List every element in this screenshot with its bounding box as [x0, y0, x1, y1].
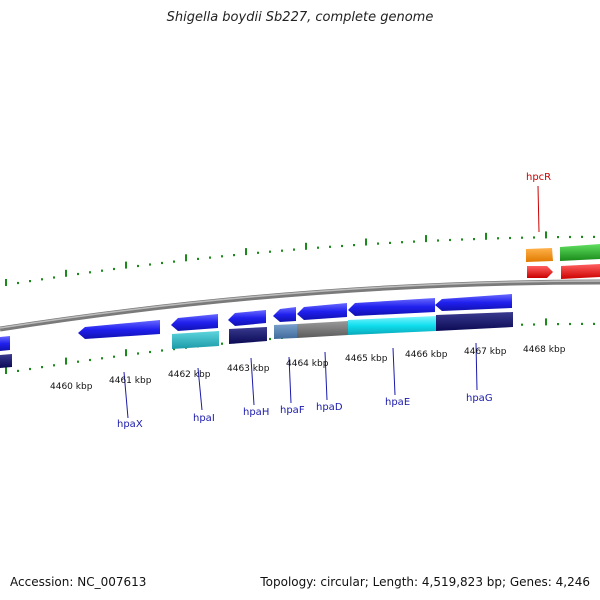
gene-right-red-feature[interactable] — [561, 264, 600, 279]
gene-hpaE-feature[interactable] — [348, 298, 435, 316]
upper-tick-ruler — [5, 231, 595, 286]
cog-block-hpaD — [297, 321, 348, 338]
genome-summary-text: Topology: circular; Length: 4,519,823 bp… — [260, 575, 590, 589]
kbp-label: 4468 kbp — [523, 345, 566, 355]
kbp-label: 4467 kbp — [464, 347, 507, 357]
kbp-scale-labels: 4460 kbp 4461 kbp 4462 kbp 4463 kbp 4464… — [50, 345, 566, 392]
cog-block-hpaH — [229, 327, 267, 344]
kbp-label: 4461 kbp — [109, 376, 152, 386]
gene-label-hpaX[interactable]: hpaX — [117, 419, 143, 430]
gene-left-edge-feature — [0, 336, 10, 351]
gene-label-hpaD[interactable]: hpaD — [316, 402, 343, 413]
cog-block-left-edge — [0, 354, 12, 368]
map-title: Shigella boydii Sb227, complete genome — [166, 10, 434, 25]
gene-label-hpaE[interactable]: hpaE — [385, 397, 410, 408]
cog-block-hpcR — [526, 248, 553, 262]
cog-block-hpaF — [274, 324, 297, 339]
gene-hpaG-feature[interactable] — [435, 294, 512, 311]
kbp-label: 4464 kbp — [286, 359, 329, 369]
cog-block-hpaG — [436, 312, 513, 331]
accession-text: Accession: NC_007613 — [10, 575, 147, 589]
gene-hpaF-feature[interactable] — [273, 307, 296, 322]
kbp-label: 4460 kbp — [50, 382, 93, 392]
label-leaders — [123, 185, 540, 419]
gene-name-labels: hpaX hpaI hpaH hpaF hpaD hpaE hpaG hpcR — [117, 172, 551, 430]
cog-block-hpaE — [348, 316, 436, 335]
cog-block-hpaI — [172, 331, 219, 349]
genome-backbone — [0, 279, 600, 332]
gene-label-hpaF[interactable]: hpaF — [280, 405, 305, 416]
gene-hpcR-feature[interactable] — [527, 266, 553, 278]
kbp-label: 4462 kbp — [168, 370, 211, 380]
kbp-label: 4466 kbp — [405, 350, 448, 360]
gene-label-hpaI[interactable]: hpaI — [193, 413, 215, 424]
gene-hpaH-feature[interactable] — [228, 310, 266, 326]
kbp-label: 4463 kbp — [227, 364, 270, 374]
gene-label-hpaG[interactable]: hpaG — [466, 393, 493, 404]
gene-label-hpaH[interactable]: hpaH — [243, 407, 269, 418]
kbp-label: 4465 kbp — [345, 354, 388, 364]
gene-right-green-feature[interactable] — [560, 244, 600, 261]
gene-hpaX-feature[interactable] — [78, 320, 160, 339]
gene-features — [0, 244, 600, 368]
gene-label-hpcR[interactable]: hpcR — [526, 172, 551, 183]
gene-hpaD-feature[interactable] — [297, 303, 347, 320]
gene-hpaI-feature[interactable] — [171, 314, 218, 331]
